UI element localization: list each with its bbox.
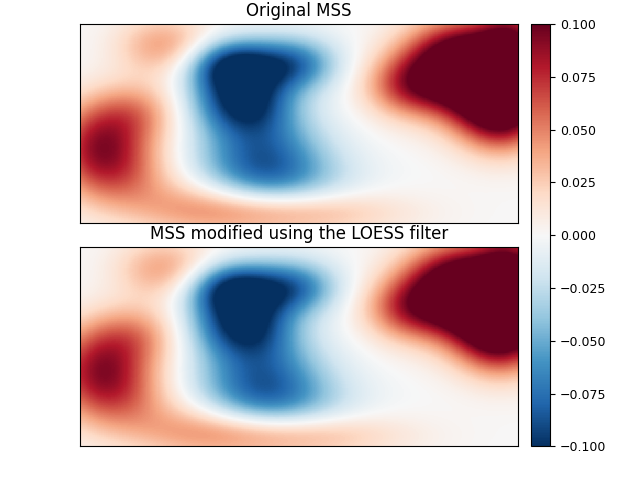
Title: MSS modified using the LOESS filter: MSS modified using the LOESS filter xyxy=(150,225,449,243)
Title: Original MSS: Original MSS xyxy=(246,1,352,20)
